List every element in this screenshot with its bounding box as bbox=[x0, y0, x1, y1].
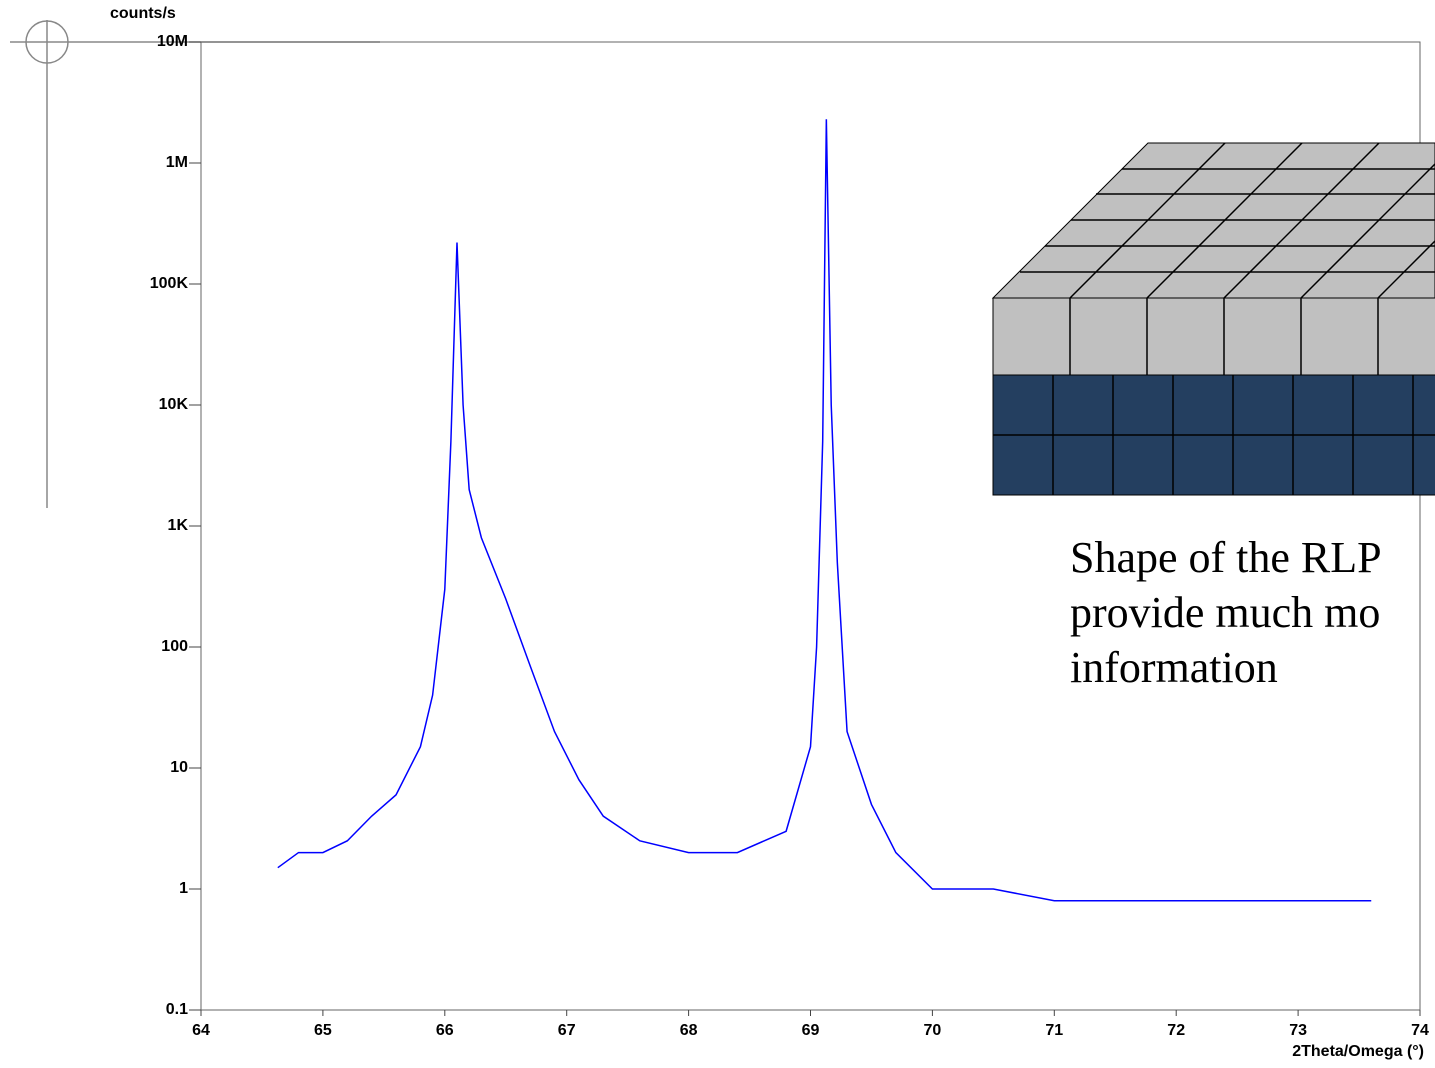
x-axis-label: 2Theta/Omega (°) bbox=[1292, 1043, 1424, 1060]
y-tick-label: 10M bbox=[157, 33, 188, 50]
y-tick-label: 10 bbox=[170, 759, 188, 776]
y-tick-label: 100K bbox=[150, 275, 189, 292]
annotation: provide much mo bbox=[1070, 588, 1380, 637]
x-tick-label: 73 bbox=[1289, 1022, 1307, 1039]
annotation: information bbox=[1070, 643, 1278, 692]
x-tick-label: 67 bbox=[558, 1022, 576, 1039]
substrate-grid bbox=[993, 375, 1435, 495]
annotation: Shape of the RLP bbox=[1070, 533, 1382, 582]
data-line bbox=[277, 119, 1372, 902]
y-tick-label: 100 bbox=[161, 638, 188, 655]
x-tick-label: 66 bbox=[436, 1022, 454, 1039]
film-layer bbox=[992, 297, 1435, 376]
y-tick-label: 10K bbox=[159, 396, 189, 413]
y-axis-label: counts/s bbox=[110, 5, 176, 22]
crystal-diagram bbox=[991, 142, 1435, 496]
x-tick-label: 70 bbox=[924, 1022, 942, 1039]
x-tick-label: 64 bbox=[192, 1022, 210, 1039]
y-tick-label: 1K bbox=[168, 517, 189, 534]
x-tick-label: 71 bbox=[1045, 1022, 1063, 1039]
y-tick-label: 1M bbox=[166, 154, 188, 171]
film-grid bbox=[1069, 298, 1379, 375]
x-tick-label: 69 bbox=[802, 1022, 820, 1039]
plot: 0.1 1 10 100 1K 10K 100K 1M 10M 64 65 66 67 68 69 70 71 7… bbox=[150, 33, 1429, 1039]
y-tick-label: 0.1 bbox=[166, 1001, 188, 1018]
x-tick-label: 65 bbox=[314, 1022, 332, 1039]
x-tick-label: 68 bbox=[680, 1022, 698, 1039]
top-grid bbox=[1020, 142, 1435, 299]
y-tick-label: 1 bbox=[179, 880, 188, 897]
x-tick-label: 72 bbox=[1167, 1022, 1185, 1039]
x-tick-label: 74 bbox=[1411, 1022, 1429, 1039]
